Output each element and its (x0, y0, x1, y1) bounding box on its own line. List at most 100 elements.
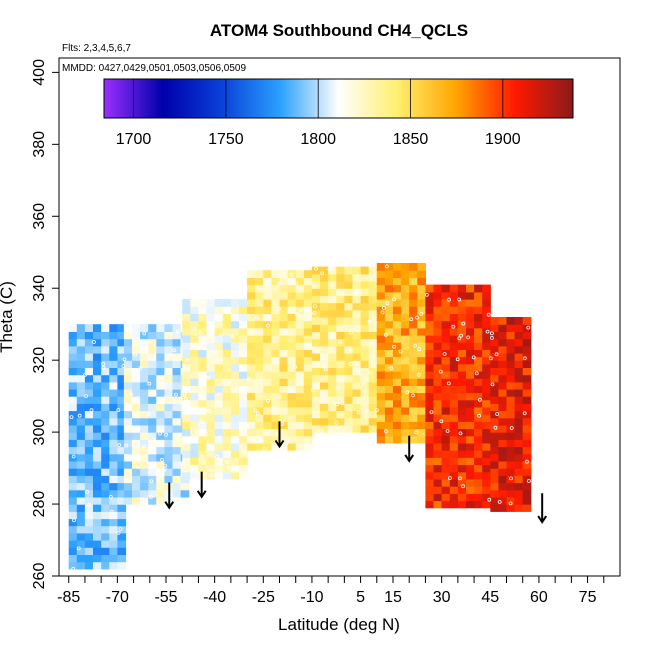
field-cell (123, 367, 133, 376)
sample-dot (245, 425, 250, 430)
sample-dot (486, 312, 491, 317)
sample-dot (108, 494, 113, 499)
field-cell (490, 496, 499, 505)
field-cell (198, 406, 208, 415)
field-cell (328, 353, 337, 361)
field-cell (123, 468, 133, 476)
field-cell (180, 489, 190, 498)
field-cell (360, 302, 370, 311)
field-cell (449, 414, 459, 422)
field-cell (84, 554, 94, 563)
field-cell (401, 335, 410, 343)
field-cell (164, 374, 174, 383)
field-cell (271, 349, 281, 358)
field-cell (84, 511, 94, 520)
field-cell (360, 417, 370, 426)
field-cell (172, 360, 182, 368)
field-cell (295, 342, 305, 350)
field-cell (474, 299, 483, 307)
field-cell (433, 356, 443, 365)
field-cell (295, 435, 305, 444)
field-cell (352, 266, 362, 275)
field-cell (109, 554, 118, 563)
field-cell (393, 342, 402, 350)
field-cell (433, 435, 443, 444)
arrow-head (404, 454, 415, 463)
field-cell (148, 453, 157, 462)
field-cell (393, 299, 402, 307)
field-cell (425, 457, 435, 466)
field-cell (441, 363, 451, 372)
field-cell (401, 406, 410, 415)
field-cell (409, 378, 418, 386)
field-cell (239, 299, 248, 307)
field-cell (164, 468, 174, 476)
field-cell (425, 486, 435, 494)
sample-dot (335, 386, 340, 391)
field-cell (239, 392, 248, 401)
field-cell (466, 378, 475, 386)
sample-dot (124, 443, 129, 448)
field-cell (117, 561, 127, 570)
field-cell (490, 446, 499, 455)
field-cell (263, 421, 272, 430)
field-cell (206, 327, 216, 336)
field-cell (409, 284, 418, 293)
field-cell (101, 432, 110, 440)
field-cell (156, 453, 165, 462)
field-cell (123, 496, 133, 505)
field-cell (76, 432, 86, 440)
field-cell (263, 313, 272, 322)
field-cell (271, 363, 281, 372)
field-cell (457, 356, 467, 365)
field-cell (101, 561, 110, 570)
field-cell (214, 327, 224, 336)
field-cell (263, 435, 272, 444)
field-cell (206, 435, 216, 444)
field-cell (409, 277, 418, 286)
flights-label: Flts: 2,3,4,5,6,7 (62, 43, 131, 54)
field-cell (198, 327, 208, 336)
field-cell (352, 417, 362, 426)
field-cell (360, 424, 370, 433)
field-cell (295, 371, 305, 379)
field-cell (123, 410, 133, 419)
field-cell (255, 306, 264, 314)
field-cell (93, 345, 102, 354)
field-cell (344, 331, 354, 340)
field-cell (247, 414, 256, 422)
field-cell (84, 403, 94, 412)
field-cell (271, 435, 281, 444)
field-cell (68, 360, 78, 368)
field-cell (393, 263, 402, 271)
field-cell (466, 385, 475, 394)
field-cell (214, 299, 224, 307)
field-cell (271, 306, 281, 314)
field-cell (384, 299, 394, 307)
field-cell (384, 284, 394, 293)
field-cell (214, 406, 224, 415)
field-cell (320, 302, 329, 311)
sample-dot (364, 408, 369, 413)
field-cell (230, 428, 240, 437)
field-cell (303, 378, 313, 386)
field-cell (132, 374, 141, 383)
field-cell (433, 363, 443, 372)
field-cell (368, 374, 378, 383)
field-cell (76, 353, 86, 361)
sample-dot (383, 429, 388, 434)
field-cell (328, 403, 337, 412)
field-cell (449, 399, 459, 408)
x-axis: -85 -70 -55 -40 -25 -10 5 15 30 45 60 75 (57, 576, 605, 606)
field-cell (514, 345, 524, 354)
field-cell (295, 421, 305, 430)
field-cell (376, 306, 386, 314)
field-cell (93, 496, 102, 505)
sample-dot (413, 343, 418, 348)
field-cell (239, 414, 248, 422)
x-tick-label: 75 (579, 589, 597, 606)
field-cell (490, 403, 499, 412)
sample-dot (147, 381, 152, 386)
field-cell (352, 295, 362, 304)
field-cell (466, 342, 475, 350)
